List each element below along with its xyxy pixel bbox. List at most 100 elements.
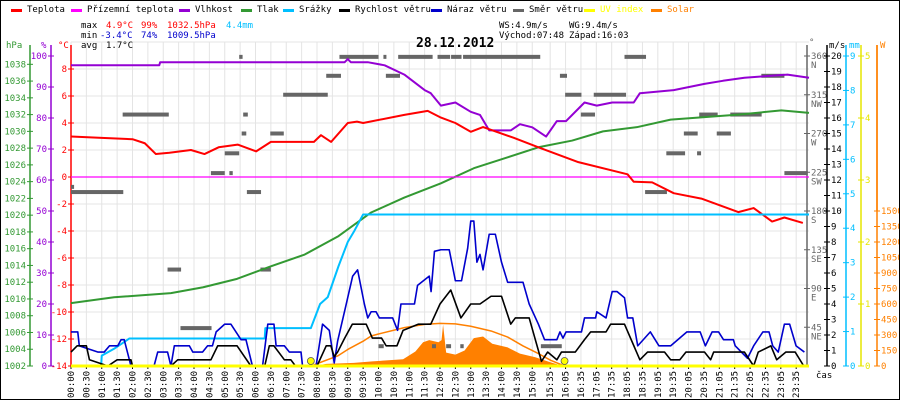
wind-direction-bar bbox=[624, 54, 647, 59]
wind-tick-label: 16 bbox=[831, 114, 842, 124]
legend-swatch bbox=[179, 8, 190, 12]
direction-unit: ° bbox=[809, 38, 814, 48]
max-humidity: 99% bbox=[141, 21, 158, 31]
x-tick-label: 22:05 bbox=[746, 371, 756, 398]
pressure-tick-label: 1036 bbox=[4, 77, 26, 87]
solar-tick-label: 1200 bbox=[881, 238, 899, 248]
solar-area bbox=[313, 324, 563, 366]
x-tick-label: 22:35 bbox=[761, 371, 771, 398]
solar-tick-label: 450 bbox=[881, 316, 897, 326]
solar-tick-label: 1500 bbox=[881, 207, 899, 217]
direction-tick-label: 45 bbox=[811, 323, 822, 333]
humidity-tick-label: 0 bbox=[42, 362, 47, 372]
humidity-tick-label: 30 bbox=[36, 269, 47, 279]
wind-unit: m/s bbox=[829, 41, 845, 51]
x-tick-label: 15:35 bbox=[546, 371, 556, 398]
x-tick-label: 04:00 bbox=[190, 371, 200, 398]
wind-direction-bar bbox=[446, 344, 452, 349]
solar-tick-label: 750 bbox=[881, 285, 897, 295]
solar-tick-label: 600 bbox=[881, 300, 897, 310]
wind-direction-bar bbox=[71, 190, 124, 195]
wind-tick-label: 0 bbox=[831, 362, 836, 372]
x-tick-label: 08:00 bbox=[313, 371, 323, 398]
uv-tick-label: 1 bbox=[865, 300, 870, 310]
solar-tick-label: 1050 bbox=[881, 254, 899, 264]
wind-direction-bar bbox=[437, 54, 451, 59]
legend-label: Směr větru bbox=[529, 5, 584, 15]
wind-direction-bar bbox=[326, 73, 341, 78]
x-tick-label: 07:00 bbox=[282, 371, 292, 398]
max-pressure: 1032.5hPa bbox=[167, 21, 216, 31]
x-tick-label: 13:30 bbox=[482, 371, 492, 398]
temperature-tick-label: -6 bbox=[56, 254, 67, 264]
x-tick-label: 23:35 bbox=[792, 371, 802, 398]
wind-direction-bar bbox=[463, 54, 541, 59]
wind-direction-bar bbox=[784, 171, 808, 176]
x-tick-label: 11:30 bbox=[421, 371, 431, 398]
rain-tick-label: 1 bbox=[850, 328, 855, 338]
x-tick-label: 20:05 bbox=[685, 371, 695, 398]
rain-tick-label: 2 bbox=[850, 293, 855, 303]
sunset-marker-icon bbox=[560, 357, 569, 365]
legend-item: Rychlost větru bbox=[339, 5, 431, 15]
wind-tick-label: 12 bbox=[831, 176, 842, 186]
avg-temp: 1.7°C bbox=[106, 41, 134, 51]
x-tick-label: 12:00 bbox=[436, 371, 446, 398]
wind-gust-max: WG:9.4m/s bbox=[569, 21, 618, 31]
pressure-tick-label: 1020 bbox=[4, 211, 26, 221]
pressure-tick-label: 1030 bbox=[4, 127, 26, 137]
wind-direction-bar bbox=[451, 54, 462, 59]
wind-direction-bar bbox=[270, 131, 284, 136]
x-tick-label: 00:00 bbox=[67, 371, 77, 398]
direction-tick-label: 180 bbox=[811, 207, 827, 217]
wind-direction-bar bbox=[385, 73, 401, 78]
humidity-tick-label: 50 bbox=[36, 207, 47, 217]
max-temp: 4.9°C bbox=[106, 21, 134, 31]
temperature-line bbox=[70, 109, 804, 224]
x-tick-label: 00:30 bbox=[82, 371, 92, 398]
pressure-tick-label: 1002 bbox=[4, 362, 26, 372]
wind-tick-label: 14 bbox=[831, 145, 842, 155]
humidity-tick-label: 20 bbox=[36, 300, 47, 310]
legend-swatch bbox=[584, 8, 595, 12]
direction-tick-label: 90 bbox=[811, 285, 822, 295]
wind-tick-label: 7 bbox=[831, 254, 836, 264]
min-pressure: 1009.5hPa bbox=[167, 31, 216, 41]
x-tick-label: 11:00 bbox=[405, 371, 415, 398]
x-tick-label: 14:30 bbox=[513, 371, 523, 398]
legend-item: Náraz větru bbox=[431, 5, 513, 15]
legend-swatch bbox=[71, 8, 82, 12]
legend-label: Vlhkost bbox=[195, 5, 233, 15]
rain-tick-label: 6 bbox=[850, 155, 855, 165]
wind-direction-bar bbox=[210, 171, 225, 176]
wind-direction-bar bbox=[666, 151, 686, 156]
x-tick-label: 08:30 bbox=[328, 371, 338, 398]
humidity-unit: % bbox=[41, 41, 47, 51]
direction-tick-label: 360 bbox=[811, 52, 827, 62]
legend-label: UV index bbox=[600, 5, 644, 15]
wind-direction-bar bbox=[593, 92, 627, 97]
pressure-line bbox=[70, 109, 810, 305]
rain-tick-label: 3 bbox=[850, 259, 855, 269]
wind-direction-bar bbox=[398, 54, 433, 59]
legend-item: Srážky bbox=[283, 5, 339, 15]
legend-item: Směr větru bbox=[513, 5, 584, 15]
wind-speed-line bbox=[70, 289, 805, 367]
sunrise-marker-icon bbox=[306, 357, 315, 365]
x-tick-label: 16:35 bbox=[577, 371, 587, 398]
x-tick-label: 21:05 bbox=[715, 371, 725, 398]
min-label: min bbox=[81, 31, 98, 41]
x-tick-label: 09:30 bbox=[359, 371, 369, 398]
x-tick-label: 03:00 bbox=[159, 371, 169, 398]
legend-label: Přízemní teplota bbox=[87, 5, 174, 15]
compass-label: E bbox=[811, 294, 816, 304]
max-rain: 4.4mm bbox=[226, 21, 254, 31]
uv-tick-label: 2 bbox=[865, 238, 870, 248]
legend-swatch bbox=[513, 8, 524, 12]
max-label: max bbox=[81, 21, 98, 31]
pressure-tick-label: 1028 bbox=[4, 144, 26, 154]
wind-direction-bar bbox=[241, 131, 247, 136]
wind-direction-bar bbox=[260, 267, 271, 272]
min-temp: -3.4°C bbox=[100, 31, 133, 41]
